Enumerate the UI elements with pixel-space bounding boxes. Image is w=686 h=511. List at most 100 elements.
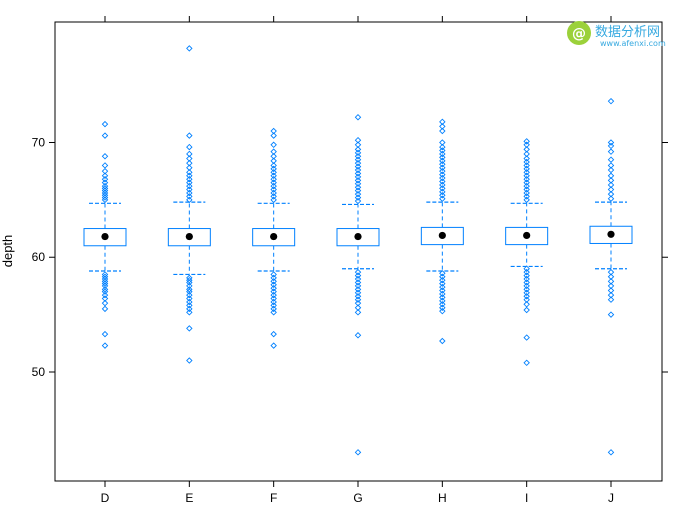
outlier-point xyxy=(607,449,615,456)
outlier-point xyxy=(354,197,362,205)
outlier-point xyxy=(439,171,446,178)
outlier-point xyxy=(354,184,362,191)
outlier-point xyxy=(439,337,446,345)
outlier-point xyxy=(270,193,277,200)
outlier-point xyxy=(186,274,193,282)
outlier-point xyxy=(270,284,277,292)
outlier-point xyxy=(354,114,362,121)
outlier-point xyxy=(607,181,615,189)
outlier-point xyxy=(607,142,615,150)
outlier-point xyxy=(523,158,530,166)
x-tick-label: F xyxy=(270,491,277,505)
outlier-point xyxy=(439,290,446,298)
outlier-point xyxy=(439,188,446,196)
outlier-point xyxy=(354,268,362,276)
outlier-point xyxy=(439,123,446,130)
x-tick-label: E xyxy=(185,491,193,505)
outlier-point xyxy=(270,271,277,278)
outlier-point xyxy=(523,172,530,180)
x-tick-label: H xyxy=(438,491,447,505)
outlier-point xyxy=(523,179,530,186)
outlier-point xyxy=(523,138,530,145)
outlier-point xyxy=(270,309,277,316)
median-dot xyxy=(607,230,615,238)
outlier-point xyxy=(607,291,615,299)
y-tick-label: 60 xyxy=(32,250,46,264)
outlier-point xyxy=(186,155,193,162)
outlier-point xyxy=(354,173,362,181)
outlier-point xyxy=(354,166,362,174)
outlier-point xyxy=(101,120,109,128)
outlier-point xyxy=(101,175,109,183)
outlier-point xyxy=(607,97,615,105)
outlier-point xyxy=(186,175,193,183)
outlier-point xyxy=(270,162,277,169)
outlier-point xyxy=(186,132,193,139)
outlier-point xyxy=(186,193,193,200)
outlier-point xyxy=(354,309,362,316)
x-tick-label: G xyxy=(353,491,362,505)
outlier-point xyxy=(607,139,615,146)
outlier-point xyxy=(523,169,530,176)
outlier-point xyxy=(523,193,530,200)
outlier-point xyxy=(523,150,530,158)
outlier-point xyxy=(270,179,277,186)
outlier-point xyxy=(523,275,530,283)
outlier-point xyxy=(439,127,446,135)
outlier-point xyxy=(186,357,193,364)
outlier-point xyxy=(186,186,193,193)
outlier-point xyxy=(186,298,193,306)
outlier-point xyxy=(186,305,193,313)
outlier-point xyxy=(270,153,277,160)
outlier-point xyxy=(101,153,109,160)
box-group-F xyxy=(252,127,296,349)
outlier-point xyxy=(523,296,530,303)
outlier-point xyxy=(523,162,530,169)
outlier-point xyxy=(607,195,615,202)
outlier-point xyxy=(354,163,362,170)
outlier-point xyxy=(354,149,362,157)
outlier-point xyxy=(607,311,615,318)
outlier-point xyxy=(186,286,193,293)
outlier-point xyxy=(186,164,193,171)
outlier-point xyxy=(523,293,530,300)
x-tick-label: J xyxy=(608,491,614,505)
outlier-point xyxy=(270,182,277,190)
outlier-point xyxy=(186,182,193,190)
outlier-point xyxy=(354,279,362,286)
median-dot xyxy=(185,232,193,241)
outlier-point xyxy=(523,265,530,272)
outlier-point xyxy=(439,181,446,189)
outlier-point xyxy=(439,280,446,287)
outlier-point xyxy=(523,268,530,276)
y-axis-title: depth xyxy=(0,235,15,268)
outlier-point xyxy=(101,330,109,338)
outlier-point xyxy=(523,182,530,190)
outlier-point xyxy=(439,287,446,294)
outlier-point xyxy=(354,304,362,311)
outlier-point xyxy=(101,172,109,180)
outlier-point xyxy=(270,298,277,306)
outlier-point xyxy=(354,146,362,153)
x-tick-label: I xyxy=(525,491,528,505)
outlier-point xyxy=(439,307,446,315)
watermark: @ 数据分析网 www.afenxi.com xyxy=(567,21,666,48)
outlier-point xyxy=(439,161,446,168)
outlier-point xyxy=(270,302,277,309)
outlier-point xyxy=(607,162,615,169)
box-group-D xyxy=(83,120,127,349)
boxes-layer xyxy=(83,45,633,456)
outlier-point xyxy=(607,148,615,155)
outlier-point xyxy=(354,159,362,167)
watermark-brand-text: 数据分析网 xyxy=(595,25,660,40)
watermark-url-text: www.afenxi.com xyxy=(600,39,666,48)
outlier-point xyxy=(270,127,277,135)
outlier-point xyxy=(186,45,193,52)
outlier-point xyxy=(523,165,530,173)
outlier-point xyxy=(607,287,615,294)
outlier-point xyxy=(439,273,446,280)
outlier-point xyxy=(354,187,362,194)
outlier-point xyxy=(523,359,530,367)
outlier-point xyxy=(186,169,193,176)
